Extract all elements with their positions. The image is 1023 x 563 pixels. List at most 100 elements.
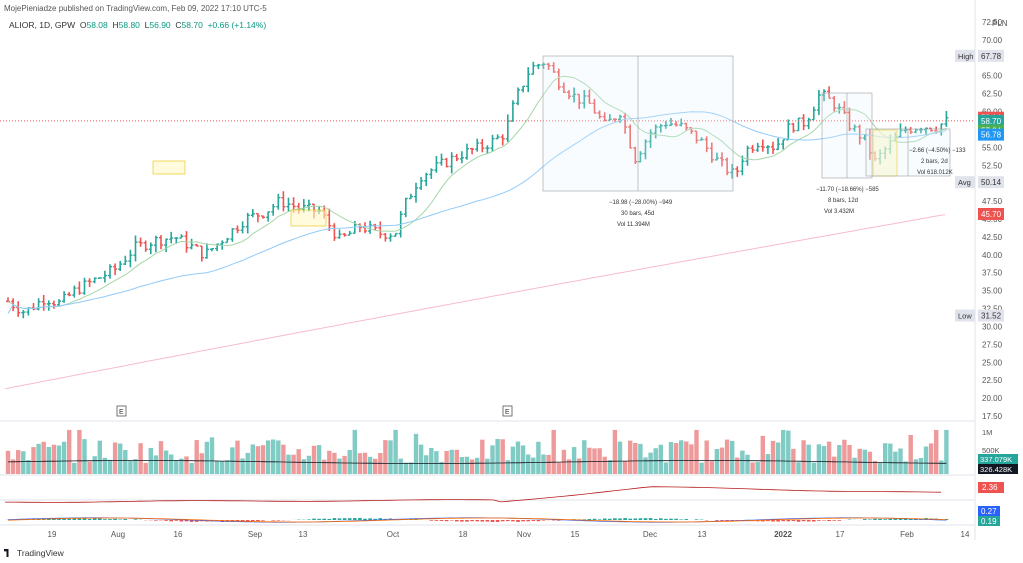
volume-bar: [332, 452, 337, 474]
price-label-tag: [955, 309, 975, 322]
volume-bar: [903, 461, 908, 474]
volume-bar: [857, 448, 862, 474]
indicator2-signal-line: [7, 517, 947, 523]
volume-bar: [582, 440, 587, 474]
volume-bar: [418, 444, 424, 474]
volume-bar: [490, 445, 495, 474]
indicator2-bar: [761, 520, 765, 522]
indicator2-bar: [908, 518, 913, 520]
volume-bar: [393, 429, 398, 474]
high-value: 58.80: [118, 20, 140, 30]
indicator2-bar: [628, 518, 632, 520]
volume-bar: [821, 446, 827, 474]
volume-bar: [612, 429, 618, 474]
indicator2-bar: [771, 520, 775, 522]
event-marker-label: E: [119, 409, 124, 416]
volume-value: 326.428K: [980, 465, 1012, 474]
volume-bar: [41, 441, 46, 474]
volume-bar: [541, 454, 546, 474]
volume-bar: [174, 459, 179, 474]
price-label-tag-text: Low: [958, 312, 972, 321]
volume-bar: [209, 437, 215, 474]
indicator2-bar: [245, 520, 250, 522]
indicator2-bar: [189, 520, 194, 522]
indicator2-bar: [353, 518, 357, 520]
indicator2-bar: [832, 520, 836, 521]
indicator2-bar: [133, 519, 138, 520]
indicator2-bar: [888, 518, 893, 520]
volume-bar: [240, 458, 245, 474]
volume-bar: [806, 444, 811, 474]
volume-bar: [883, 443, 888, 474]
indicator2-bar: [648, 518, 653, 520]
indicator2-bar: [184, 520, 189, 522]
y-tick-label: 17.50: [982, 412, 1003, 421]
indicator2-value-box: [978, 506, 1000, 516]
volume-bar: [735, 457, 740, 474]
y-tick-label: 52.50: [982, 161, 1003, 170]
volume-bar: [653, 448, 658, 474]
indicator2-bar: [653, 518, 658, 520]
volume-bar: [801, 440, 806, 474]
volume-value-box: [978, 464, 1018, 474]
y-tick-label: 62.50: [982, 90, 1003, 99]
indicator2-bar: [449, 520, 454, 521]
indicator2-bar: [638, 518, 643, 520]
x-tick-label: 13: [299, 530, 308, 539]
y-tick-label: 37.50: [982, 269, 1003, 278]
volume-bar: [61, 441, 67, 474]
event-marker: [116, 405, 127, 417]
volume-bar: [663, 462, 669, 474]
indicator2-bar: [526, 520, 530, 522]
y-tick-label: 20.00: [982, 394, 1003, 403]
volume-bar: [796, 462, 801, 474]
indicator2-bar: [511, 520, 515, 522]
volume-bar: [714, 448, 720, 474]
volume-bar: [322, 459, 327, 474]
volume-bar: [709, 461, 714, 474]
x-tick-label: 17: [836, 530, 845, 539]
volume-bar: [566, 459, 572, 474]
volume-bar: [877, 462, 883, 474]
symbol-name: ALIOR, 1D, GPW: [9, 20, 76, 30]
volume-bar: [724, 439, 730, 474]
indicator2-bar: [715, 520, 719, 521]
volume-bar: [765, 454, 771, 474]
y-tick-label: 42.50: [982, 233, 1003, 242]
volume-bar: [255, 446, 261, 474]
measure-label: −2.66 (−4.50%) −133: [909, 148, 966, 154]
volume-bar: [531, 457, 536, 474]
indicator2-bar: [347, 518, 352, 520]
volume-bar: [551, 429, 556, 474]
indicator2-bar: [113, 518, 117, 520]
price-label-box: [978, 176, 1004, 189]
indicator2-bar: [495, 520, 500, 522]
indicator2-bar: [623, 518, 627, 520]
volume-bar: [138, 443, 143, 474]
indicator2-bar: [720, 520, 724, 521]
volume-bar: [408, 462, 414, 474]
indicator2-bar: [358, 517, 362, 520]
tradingview-logo: TradingView: [4, 548, 64, 558]
volume-bar: [342, 455, 347, 474]
indicator2-bar: [240, 520, 245, 522]
indicator2-bar: [516, 520, 520, 522]
volume-bar: [194, 440, 199, 474]
x-tick-label: 13: [698, 530, 707, 539]
indicator2-bar: [154, 520, 158, 521]
indicator2-value-box: [978, 516, 1000, 526]
price-label-value: 67.78: [981, 52, 1002, 61]
volume-bar: [684, 441, 689, 474]
volume-bar: [245, 452, 250, 474]
x-tick-label: 2022: [774, 530, 792, 539]
indicator1-value-box: [978, 482, 1004, 493]
indicator2-bar: [174, 520, 179, 521]
volume-bar: [546, 454, 551, 474]
volume-bar: [867, 451, 873, 474]
indicator2-bar: [531, 520, 536, 521]
volume-bar: [485, 458, 490, 474]
indicator2-bar: [618, 518, 622, 520]
volume-bar: [689, 444, 694, 474]
indicator2-bar: [235, 520, 240, 522]
